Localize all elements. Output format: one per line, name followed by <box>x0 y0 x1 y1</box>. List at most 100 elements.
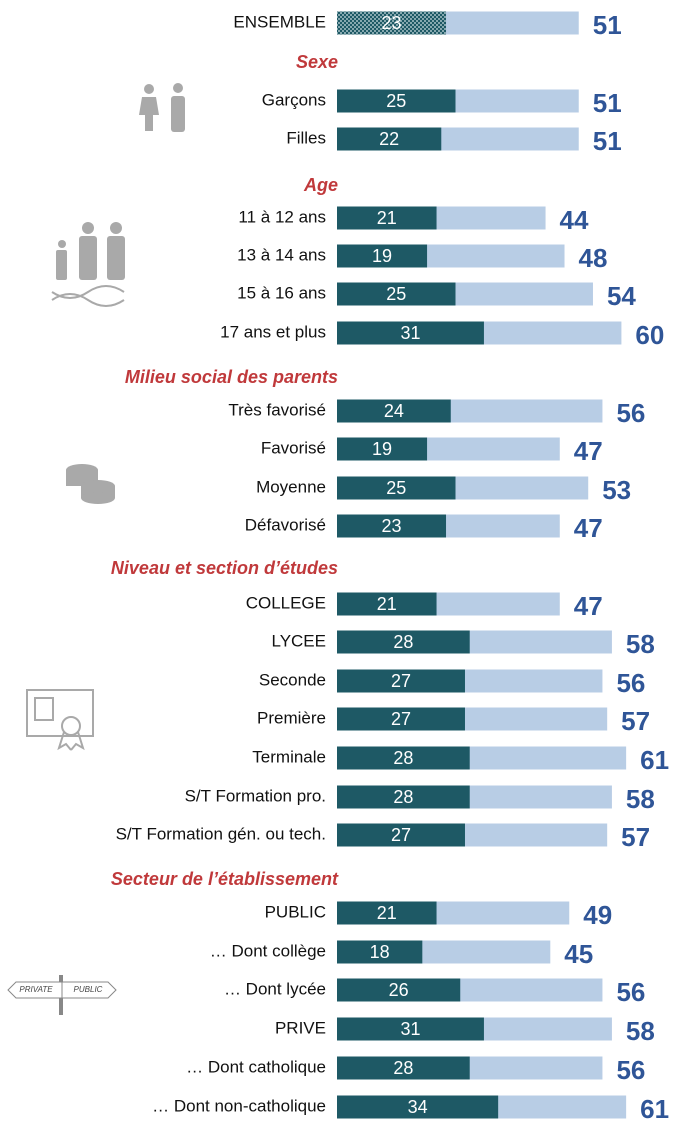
section-title: Age <box>303 175 338 195</box>
segment-label: 27 <box>391 671 411 691</box>
segment-label: 28 <box>393 748 413 768</box>
segment-label: 26 <box>389 980 409 1000</box>
segment-bar <box>337 940 423 964</box>
segment-label: 19 <box>372 439 392 459</box>
segment-bar <box>337 321 484 345</box>
segment-bar <box>337 746 470 770</box>
total-label: 58 <box>626 629 655 659</box>
section-title: Secteur de l’établissement <box>111 869 339 889</box>
segment-label: 27 <box>391 709 411 729</box>
icon-signpost: PRIVATE PUBLIC <box>7 975 117 1015</box>
category-label: LYCEE <box>272 631 327 650</box>
category-label: Première <box>257 708 326 727</box>
segment-bar <box>337 823 465 847</box>
category-label: Moyenne <box>256 477 326 496</box>
segment-bar <box>337 592 437 616</box>
total-label: 49 <box>583 900 612 930</box>
total-label: 44 <box>560 205 589 235</box>
category-label: S/T Formation gén. ou tech. <box>116 824 326 843</box>
total-label: 61 <box>640 1094 669 1124</box>
segment-label: 25 <box>386 91 406 111</box>
svg-text:PUBLIC: PUBLIC <box>74 985 103 994</box>
segment-bar <box>337 282 456 306</box>
category-label: 11 à 12 ans <box>238 207 326 226</box>
segment-bar <box>337 476 456 500</box>
category-label: PUBLIC <box>265 902 326 921</box>
total-label: 56 <box>616 977 645 1007</box>
total-label: 47 <box>574 436 603 466</box>
icon-coins <box>66 464 115 504</box>
total-label: 56 <box>616 668 645 698</box>
segment-bar <box>337 11 447 35</box>
total-label: 61 <box>640 745 669 775</box>
segment-bar <box>337 437 428 461</box>
section-title: Sexe <box>296 52 338 72</box>
segment-bar <box>337 244 428 268</box>
total-label: 57 <box>621 706 650 736</box>
segment-label: 24 <box>384 401 404 421</box>
category-label: 17 ans et plus <box>220 322 326 341</box>
total-label: 57 <box>621 822 650 852</box>
category-label: … Dont catholique <box>186 1057 326 1076</box>
total-label: 45 <box>564 939 593 969</box>
category-label: PRIVE <box>275 1018 326 1037</box>
total-label: 48 <box>579 243 608 273</box>
segment-label: 34 <box>408 1097 428 1117</box>
svg-text:PRIVATE: PRIVATE <box>19 985 53 994</box>
category-label: 15 à 16 ans <box>237 283 326 302</box>
total-label: 56 <box>616 398 645 428</box>
segment-bar <box>337 399 451 423</box>
segment-label: 22 <box>379 129 399 149</box>
segment-label: 28 <box>393 632 413 652</box>
segment-bar <box>337 901 437 925</box>
icon-people <box>139 83 185 132</box>
total-label: 51 <box>593 88 622 118</box>
total-label: 58 <box>626 784 655 814</box>
segment-bar <box>337 1095 499 1119</box>
segment-bar <box>337 978 461 1002</box>
segment-bar <box>337 1017 484 1041</box>
segment-label: 31 <box>400 323 420 343</box>
segment-label: 21 <box>377 903 397 923</box>
category-label: Favorisé <box>261 438 326 457</box>
icon-diploma <box>26 689 94 751</box>
segment-label: 21 <box>377 208 397 228</box>
segment-label: 23 <box>381 516 401 536</box>
category-label: Défavorisé <box>245 515 326 534</box>
icon-family <box>51 222 125 307</box>
segment-bar <box>337 514 447 538</box>
segment-label: 31 <box>400 1019 420 1039</box>
total-label: 54 <box>607 281 636 311</box>
segment-label: 27 <box>391 825 411 845</box>
segment-label: 25 <box>386 478 406 498</box>
total-label: 53 <box>602 475 631 505</box>
total-label: 47 <box>574 513 603 543</box>
category-label: Garçons <box>262 90 326 109</box>
category-label: Seconde <box>259 670 326 689</box>
segment-label: 28 <box>393 787 413 807</box>
segment-bar <box>337 785 470 809</box>
category-label: COLLEGE <box>246 593 326 612</box>
category-label: Filles <box>286 128 326 147</box>
section-title: Milieu social des parents <box>125 367 338 387</box>
category-label: 13 à 14 ans <box>237 245 326 264</box>
category-label: S/T Formation pro. <box>185 786 326 805</box>
total-label: 51 <box>593 10 622 40</box>
category-label: … Dont non-catholique <box>152 1096 326 1115</box>
segment-bar <box>337 1056 470 1080</box>
segment-label: 18 <box>370 942 390 962</box>
category-label: … Dont lycée <box>224 979 326 998</box>
segment-bar <box>337 127 442 151</box>
total-label: 58 <box>626 1016 655 1046</box>
section-title: Niveau et section d’études <box>111 558 338 578</box>
category-label: … Dont collège <box>210 941 326 960</box>
category-label: Terminale <box>252 747 326 766</box>
total-label: 56 <box>616 1055 645 1085</box>
total-label: 51 <box>593 126 622 156</box>
segment-bar <box>337 206 437 230</box>
segment-bar <box>337 669 465 693</box>
total-label: 60 <box>635 320 664 350</box>
total-label: 47 <box>574 591 603 621</box>
segment-label: 19 <box>372 246 392 266</box>
